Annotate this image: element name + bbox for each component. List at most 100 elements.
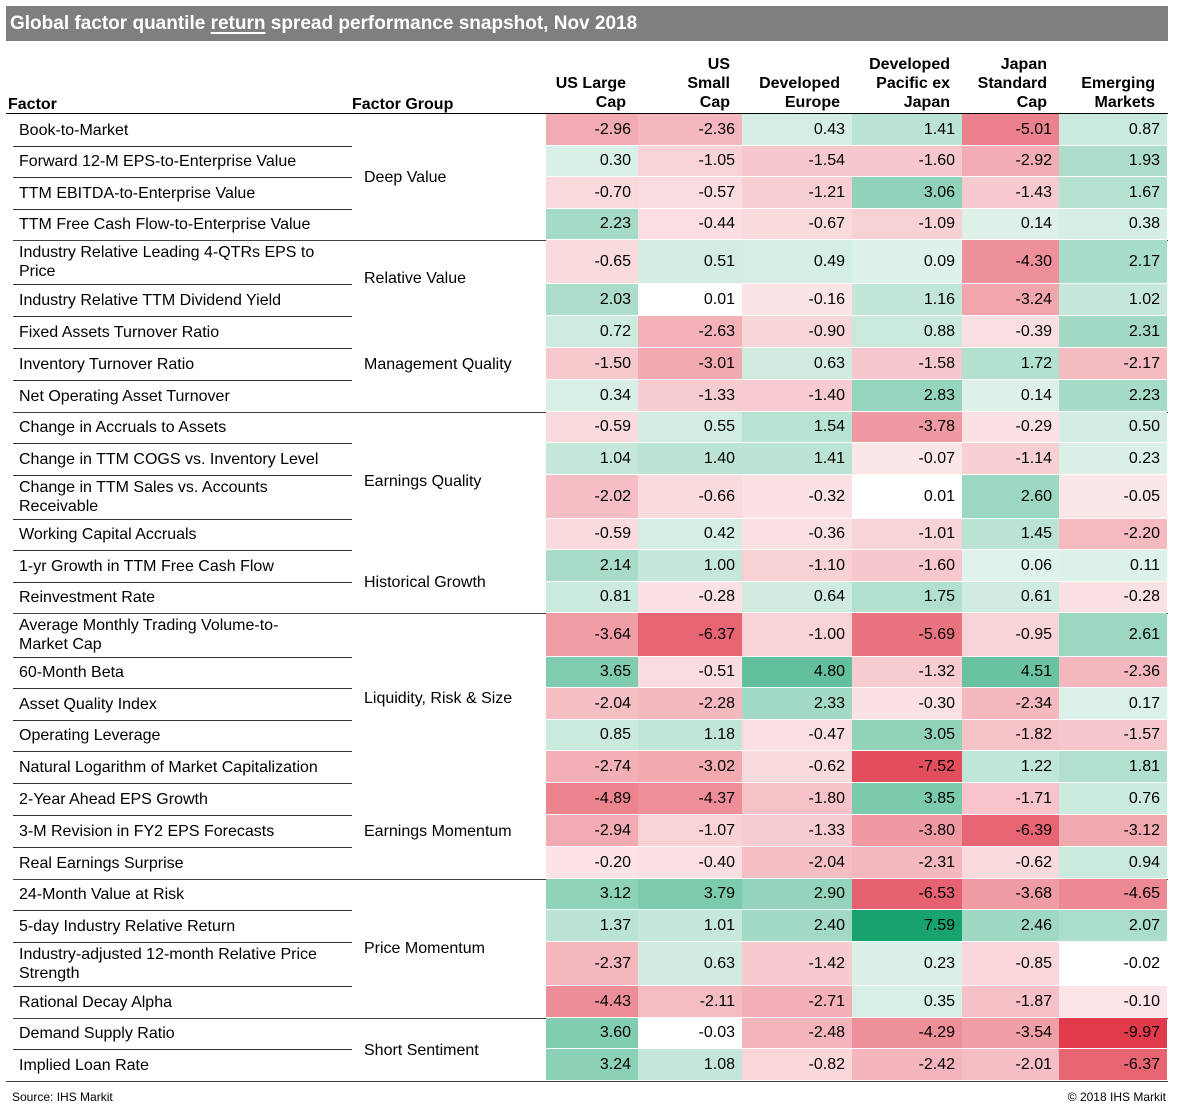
heatmap-cell: -1.71	[962, 783, 1059, 814]
heatmap-cell: -0.28	[638, 582, 742, 612]
heatmap-cell: 4.80	[742, 657, 852, 687]
heatmap-cell: 3.65	[546, 657, 638, 687]
header-column-line: Developed	[869, 56, 950, 73]
heatmap-cell: -1.14	[962, 443, 1059, 474]
heatmap-cell: -2.11	[638, 986, 742, 1017]
factor-name: 5-day Industry Relative Return	[19, 917, 235, 936]
heatmap-cell: -3.54	[962, 1018, 1059, 1048]
heatmap-cell: -3.12	[1059, 815, 1167, 846]
heatmap-cell: -2.74	[546, 751, 638, 782]
factor-name: Asset Quality Index	[19, 695, 157, 714]
heatmap-cell: -1.01	[852, 519, 962, 549]
header-column-line: Emerging	[1081, 75, 1155, 92]
factor-row-rule	[13, 519, 352, 520]
heatmap-cell: -2.48	[742, 1018, 852, 1048]
factor-name-line: Industry Relative Leading 4-QTRs EPS to	[19, 244, 315, 261]
heatmap-cell: 2.31	[1059, 316, 1167, 347]
heatmap-cell: -6.53	[852, 879, 962, 909]
table-bottom-rule	[6, 1081, 1168, 1082]
heatmap-cell: -0.70	[546, 177, 638, 208]
header-column-line: Small	[687, 75, 730, 92]
header-column-line: Pacific ex	[876, 75, 950, 92]
heatmap-cell: -2.04	[742, 847, 852, 878]
factor-group-label: Deep Value	[364, 169, 447, 186]
factor-name-line: Rational Decay Alpha	[19, 993, 172, 1011]
heatmap-cell: -1.57	[1059, 720, 1167, 750]
factor-name: Rational Decay Alpha	[19, 993, 172, 1012]
heatmap-cell: -3.64	[546, 613, 638, 656]
heatmap-cell: -0.44	[638, 209, 742, 239]
factor-name-line: 60-Month Beta	[19, 664, 124, 681]
heatmap-cell: -1.60	[852, 550, 962, 581]
factor-row-rule	[13, 177, 352, 178]
factor-name: TTM Free Cash Flow-to-Enterprise Value	[19, 215, 310, 234]
title-text-underlined: return	[210, 13, 266, 34]
heatmap-cell: 2.46	[962, 910, 1059, 941]
factor-row-rule	[13, 316, 352, 317]
heatmap-cell: -0.40	[638, 847, 742, 878]
factor-name-line: Price	[19, 263, 56, 280]
factor-group-label: Relative Value	[364, 270, 466, 287]
heatmap-cell: 1.16	[852, 284, 962, 315]
factor-row-rule	[13, 783, 352, 784]
heatmap-cell: 0.63	[638, 942, 742, 985]
heatmap-cell: 1.00	[638, 550, 742, 581]
heatmap-cell: 1.41	[742, 443, 852, 474]
heatmap-cell: -1.42	[742, 942, 852, 985]
header-column: Japan Standard Cap	[962, 55, 1047, 112]
heatmap-cell: 0.76	[1059, 783, 1167, 814]
heatmap-cell: -2.92	[962, 146, 1059, 176]
factor-row-rule	[13, 986, 352, 987]
heatmap-cell: -0.05	[1059, 475, 1167, 518]
heatmap-cell: 3.85	[852, 783, 962, 814]
heatmap-cell: 1.93	[1059, 146, 1167, 176]
heatmap-cell: -1.80	[742, 783, 852, 814]
factor-row-rule	[13, 847, 352, 848]
factor-group-label: Historical Growth	[364, 574, 486, 591]
heatmap-cell: 1.81	[1059, 751, 1167, 782]
heatmap-cell: -0.36	[742, 519, 852, 549]
heatmap-cell: 0.85	[546, 720, 638, 750]
heatmap-cell: 0.23	[852, 942, 962, 985]
heatmap-cell: 1.41	[852, 114, 962, 145]
factor-name-line: Real Earnings Surprise	[19, 854, 184, 872]
chart-title: Global factor quantile return spread per…	[6, 6, 1168, 41]
heatmap-cell: 4.51	[962, 657, 1059, 687]
heatmap-cell: 0.09	[852, 240, 962, 283]
factor-name: 3-M Revision in FY2 EPS Forecasts	[19, 822, 274, 841]
factor-name-line: 2-Year Ahead EPS Growth	[19, 790, 208, 808]
heatmap-cell: 3.60	[546, 1018, 638, 1048]
header-column: Emerging Markets	[1059, 74, 1155, 112]
factor-row-rule	[13, 550, 352, 551]
factor-name-line: Reinvestment Rate	[19, 589, 156, 606]
heatmap-cell: 2.60	[962, 475, 1059, 518]
heatmap-cell: 1.18	[638, 720, 742, 750]
factor-name-line: Implied Loan Rate	[19, 1056, 149, 1074]
heatmap-cell: -2.17	[1059, 348, 1167, 379]
factor-name: Change in Accruals to Assets	[19, 418, 226, 437]
heatmap-cell: 0.81	[546, 582, 638, 612]
factor-name: Industry Relative TTM Dividend Yield	[19, 291, 281, 310]
factor-group-label: Earnings Momentum	[364, 823, 512, 840]
heatmap-cell: -2.96	[546, 114, 638, 145]
factor-name: Inventory Turnover Ratio	[19, 355, 194, 374]
heatmap-cell: -0.82	[742, 1049, 852, 1080]
heatmap-cell: -2.20	[1059, 519, 1167, 549]
factor-name-line: 24-Month Value at Risk	[19, 886, 185, 903]
heatmap-cell: -0.02	[1059, 942, 1167, 985]
heatmap-cell: 1.37	[546, 910, 638, 941]
heatmap-cell: 0.23	[1059, 443, 1167, 474]
heatmap-cell: -2.71	[742, 986, 852, 1017]
heatmap-cell: -1.00	[742, 613, 852, 656]
heatmap-cell: -0.67	[742, 209, 852, 239]
heatmap-cell: -0.29	[962, 412, 1059, 442]
heatmap-cell: -4.37	[638, 783, 742, 814]
factor-name: Net Operating Asset Turnover	[19, 387, 230, 406]
heatmap-cell: -1.58	[852, 348, 962, 379]
header-column-line: Standard	[977, 75, 1047, 92]
heatmap-cell: 2.90	[742, 879, 852, 909]
heatmap-cell: 1.72	[962, 348, 1059, 379]
heatmap-cell: 2.23	[1059, 380, 1167, 411]
heatmap-cell: 0.30	[546, 146, 638, 176]
heatmap-cell: -1.07	[638, 815, 742, 846]
